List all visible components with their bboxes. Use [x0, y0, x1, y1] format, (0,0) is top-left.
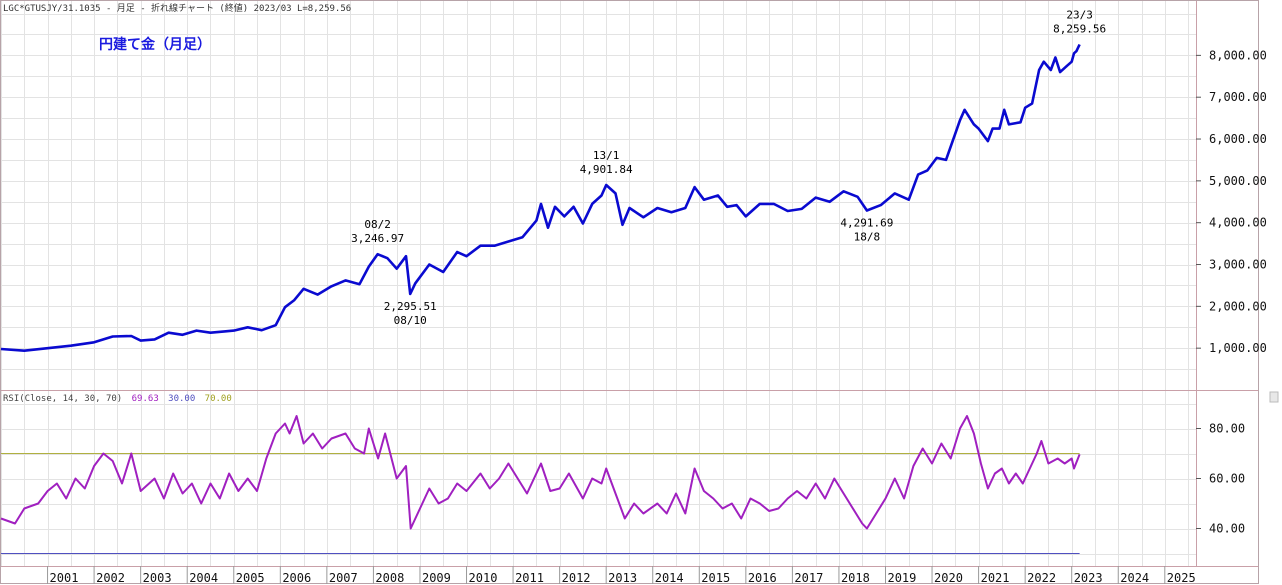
x-tick-label: 2007: [329, 571, 358, 585]
rsi-info-label: RSI(Close, 14, 30, 70) 69.63 30.00 70.00: [3, 394, 232, 404]
rsi-y-axis: 40.00 60.00 80.00: [1196, 422, 1245, 536]
series-layer: [0, 43, 1081, 530]
rsi-current-value: 69.63: [132, 394, 159, 404]
rsi-upper-value: 70.00: [205, 394, 232, 404]
x-tick-label: 2003: [143, 571, 172, 585]
price-tick-label: 7,000.00: [1209, 90, 1267, 104]
annotation-label: 8,259.56: [1053, 23, 1106, 36]
chart-info-header: LGC*GTUSJY/31.1035 - 月足 - 折れ線チャート (終値) 2…: [3, 2, 351, 14]
price-tick-label: 5,000.00: [1209, 174, 1267, 188]
x-tick-label: 2001: [50, 571, 79, 585]
x-tick-label: 2021: [981, 571, 1010, 585]
price-tick-label: 8,000.00: [1209, 48, 1267, 62]
x-tick-label: 2015: [701, 571, 730, 585]
rsi-reference-lines: [1, 453, 1080, 554]
price-tick-label: 4,000.00: [1209, 216, 1267, 230]
rsi-tick-label: 80.00: [1209, 422, 1245, 436]
annotation-label: 08/10: [394, 314, 427, 327]
annotation-label: 13/1: [593, 149, 620, 162]
annotation-label: 23/3: [1066, 9, 1093, 22]
rsi-label: RSI(Close, 14, 30, 70): [3, 394, 122, 404]
x-tick-label: 2019: [887, 571, 916, 585]
x-tick-label: 2011: [515, 571, 544, 585]
price-series-line: [0, 43, 1081, 353]
price-tick-label: 6,000.00: [1209, 132, 1267, 146]
x-tick-label: 2022: [1027, 571, 1056, 585]
price-y-axis: 1,000.00 2,000.00 3,000.00 4,000.00 5,000.00…: [1196, 48, 1267, 355]
chart-title: 円建て金（月足）: [99, 36, 211, 53]
x-tick-label: 2005: [236, 571, 265, 585]
x-tick-label: 2024: [1120, 571, 1149, 585]
x-tick-label: 2013: [608, 571, 637, 585]
annotation-label: 4,291.69: [840, 216, 893, 229]
annotation-label: 2,295.51: [384, 300, 437, 313]
x-tick-label: 2020: [934, 571, 963, 585]
x-axis: 2001 2002 2003 2004 2005 2006 2007 2008 2009 2010…: [47, 566, 1196, 585]
rsi-scroll-handle[interactable]: [1269, 391, 1279, 403]
price-tick-label: 2,000.00: [1209, 299, 1267, 313]
x-tick-label: 2009: [422, 571, 451, 585]
x-tick-label: 2014: [655, 571, 684, 585]
x-tick-label: 2018: [841, 571, 870, 585]
x-tick-label: 2010: [469, 571, 498, 585]
x-tick-label: 2023: [1074, 571, 1103, 585]
x-tick-label: 2016: [748, 571, 777, 585]
x-tick-label: 2004: [189, 571, 218, 585]
price-tick-label: 3,000.00: [1209, 258, 1267, 272]
annotation-label: 08/2: [364, 218, 391, 231]
x-tick-label: 2025: [1167, 571, 1196, 585]
annotation-label: 4,901.84: [580, 163, 633, 176]
x-tick-label: 2017: [794, 571, 823, 585]
rsi-lower-value: 30.00: [168, 394, 195, 404]
rsi-tick-label: 40.00: [1209, 522, 1245, 536]
annotation-label: 3,246.97: [351, 232, 404, 245]
x-tick-label: 2002: [96, 571, 125, 585]
rsi-series-line: [0, 415, 1081, 530]
x-tick-label: 2012: [562, 571, 591, 585]
x-tick-label: 2006: [282, 571, 311, 585]
price-tick-label: 1,000.00: [1209, 341, 1267, 355]
rsi-tick-label: 60.00: [1209, 472, 1245, 486]
annotation-label: 18/8: [854, 230, 881, 243]
x-tick-label: 2008: [375, 571, 404, 585]
